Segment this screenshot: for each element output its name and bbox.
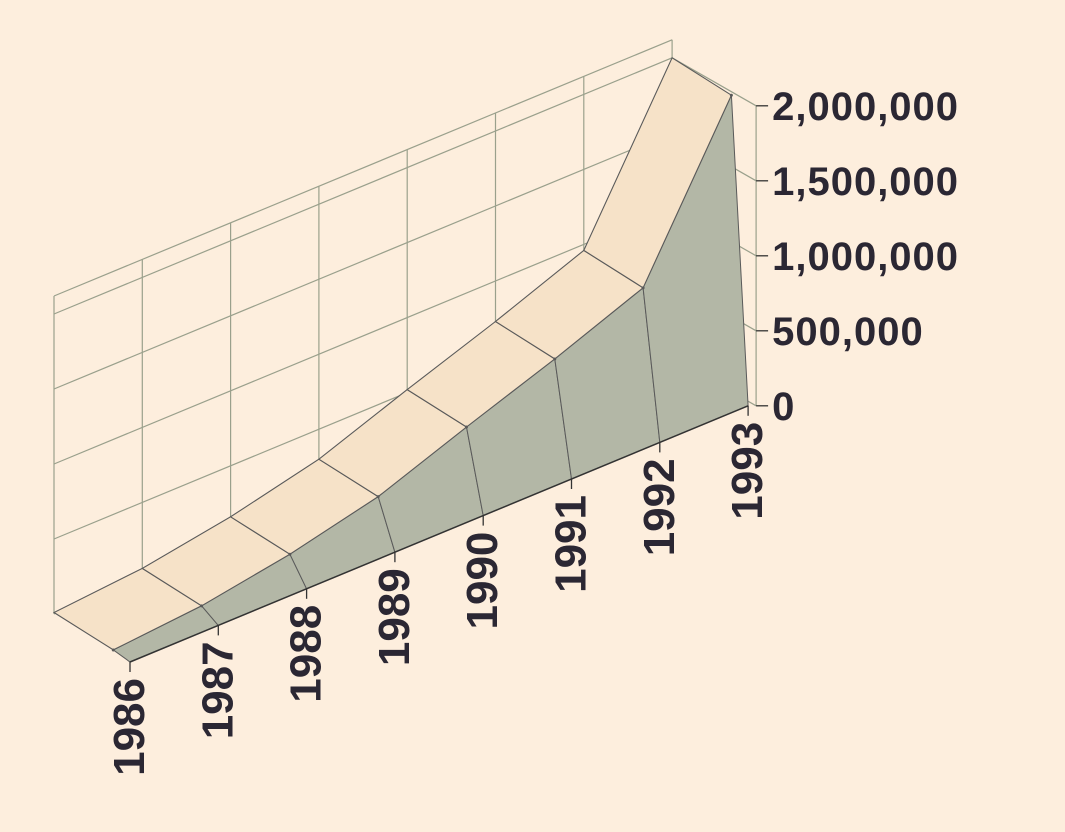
x-tick-label: 1988: [282, 605, 331, 703]
x-tick-label: 1989: [370, 568, 419, 666]
grid-line-horizontal: [53, 57, 673, 315]
data-point: [111, 648, 115, 652]
x-tick-label: 1991: [547, 495, 596, 593]
grid-line-horizontal: [53, 132, 673, 390]
y-tick-label: 2,000,000: [772, 85, 959, 129]
grid-border-top: [53, 39, 673, 297]
side-grid-line: [671, 57, 757, 107]
data-point: [464, 425, 468, 429]
y-axis: 0 500,000 1,000,000 1,500,000 2,000,000: [756, 85, 959, 429]
data-point: [288, 552, 292, 556]
chart-series: [52, 56, 749, 663]
data-point: [376, 495, 380, 499]
grid-line-horizontal: [53, 207, 673, 465]
x-tick-label: 1987: [193, 641, 242, 739]
x-axis-line: [129, 405, 749, 663]
x-tick-label: 1986: [105, 678, 154, 776]
y-tick-label: 1,500,000: [772, 160, 959, 204]
data-point: [729, 93, 733, 97]
y-tick-label: 500,000: [772, 310, 924, 354]
y-tick-label: 0: [772, 385, 795, 429]
x-tick-label: 1990: [458, 532, 507, 630]
series-segment: [583, 56, 733, 289]
x-tick-label: 1992: [635, 458, 684, 556]
data-point: [200, 604, 204, 608]
x-tick-label: 1993: [723, 422, 772, 520]
x-axis: 1986 1987 1988 1989 1990 1991 1992 1993: [105, 405, 772, 776]
data-point: [641, 286, 645, 290]
y-tick-label: 1,000,000: [772, 235, 959, 279]
data-point: [553, 357, 557, 361]
